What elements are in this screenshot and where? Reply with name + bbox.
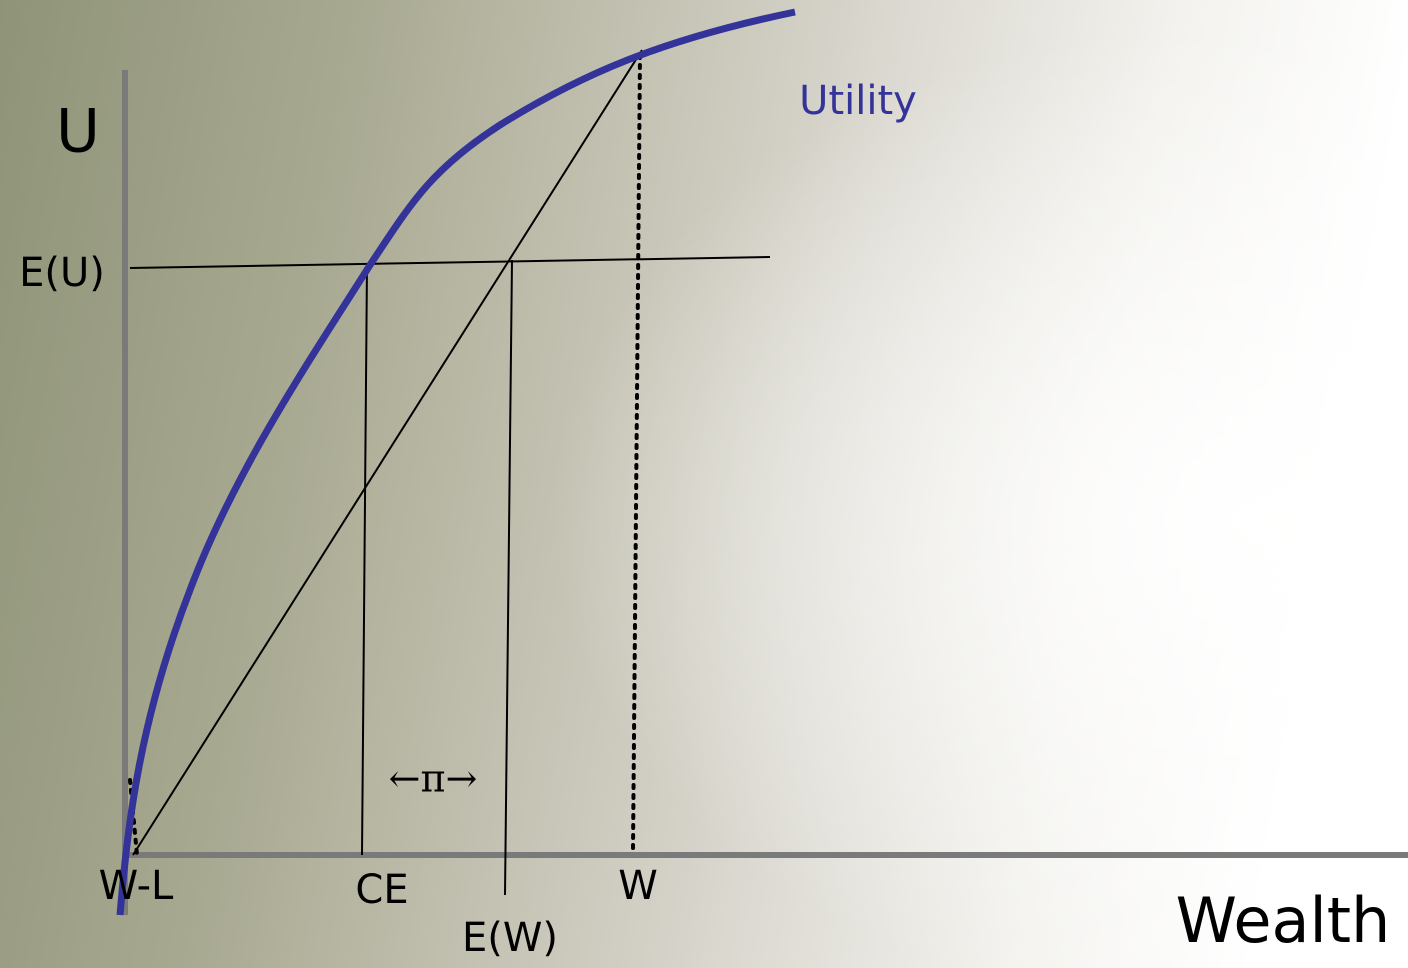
point-label: W-L [99,863,174,909]
w-dotted-line [633,55,640,850]
ew-line [505,260,512,895]
y-axis-label: U [56,97,100,167]
level-label: E(U) [19,250,105,296]
x-axis-label: Wealth [1176,884,1391,957]
diagram: U E(U) Utility ←π→ W-L CE E(W) W Wealth [0,0,1408,968]
chord [133,50,642,855]
risk-premium-label: ←π→ [389,757,478,801]
point-label: W [618,863,658,909]
ce-line [362,264,367,855]
slide: U E(U) Utility ←π→ W-L CE E(W) W Wealth [0,0,1408,968]
expected-utility-line [130,257,770,268]
point-label: CE [355,867,408,913]
point-label: E(W) [462,915,558,961]
curve-label: Utility [799,78,917,124]
